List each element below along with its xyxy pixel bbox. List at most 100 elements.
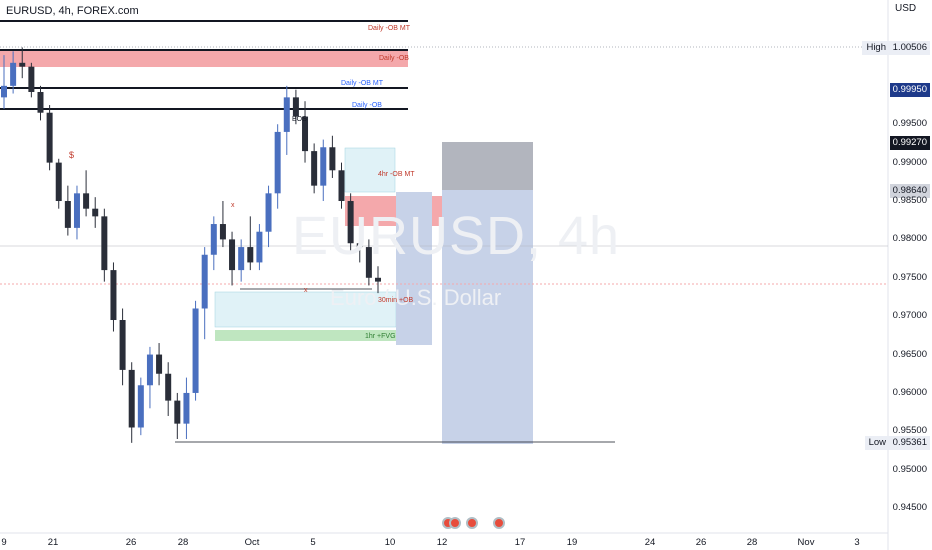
- daily-ob-label: Daily -OB: [379, 55, 409, 62]
- time-tick-label: 26: [125, 537, 137, 548]
- candle-body: [156, 354, 163, 374]
- candle-body: [247, 247, 254, 263]
- time-tick-label: 21: [47, 537, 59, 548]
- dollar-marker: $: [69, 150, 75, 160]
- candle-body: [210, 224, 217, 255]
- candle-body: [137, 385, 144, 428]
- price-tick-label: 0.96500: [892, 348, 927, 360]
- candle-body: [356, 243, 363, 248]
- time-tick-label: 10: [384, 537, 396, 548]
- candle-body: [146, 354, 153, 386]
- candle-body: [302, 116, 309, 152]
- candle-body: [229, 239, 236, 271]
- name-watermark: Euro / U.S. Dollar: [330, 285, 502, 310]
- time-tick-label: 28: [177, 537, 189, 548]
- candle-body: [283, 97, 290, 132]
- price-tick-label: 0.97500: [892, 271, 927, 283]
- stop-loss-zone: [442, 142, 533, 190]
- low-value: 0.95361: [889, 436, 930, 450]
- price-tick-label: 0.95000: [892, 463, 927, 475]
- entry-upper-label: 0.99270: [889, 136, 930, 150]
- candle-body: [238, 247, 245, 271]
- candle-body: [73, 193, 80, 228]
- time-tick-label: 28: [746, 537, 758, 548]
- candle-body: [338, 170, 345, 202]
- candle-body: [365, 247, 372, 278]
- x-marker-2: x: [231, 202, 235, 209]
- min30-ob-label: 30min +OB: [378, 297, 414, 304]
- currency-label[interactable]: USD: [895, 3, 917, 14]
- candle-body: [46, 112, 53, 163]
- take-profit-zone: [442, 190, 533, 444]
- time-tick-label: 19: [566, 537, 578, 548]
- candle-body: [165, 373, 172, 401]
- price-tick-label: 0.98500: [892, 195, 927, 206]
- candle-body: [37, 91, 44, 113]
- price-tick-label: 0.96000: [892, 386, 927, 398]
- time-tick-label: 3: [854, 537, 860, 548]
- time-tick-label: Oct: [244, 537, 260, 548]
- candle-body: [347, 201, 354, 244]
- candle-body: [192, 308, 199, 393]
- candle-body: [265, 193, 272, 232]
- symbol-watermark: EURUSD, 4h: [292, 206, 621, 266]
- price-tick-label: 0.98000: [892, 233, 927, 245]
- candle-body: [292, 97, 299, 117]
- candle-body: [55, 162, 62, 202]
- candle-body: [274, 131, 281, 194]
- candle-body: [320, 147, 327, 186]
- high-value: 1.00506: [889, 41, 930, 55]
- candle-body: [119, 320, 126, 370]
- candle-body: [19, 62, 26, 67]
- candle-body: [329, 147, 336, 171]
- us-flag-event-icon-3[interactable]: [493, 517, 505, 529]
- current-price-label: 0.99950: [889, 83, 930, 97]
- candle-body: [128, 369, 135, 428]
- low-label: Low: [864, 436, 890, 450]
- candle-body: [92, 208, 99, 217]
- daily-ob-mt-label: Daily -OB MT: [341, 80, 383, 87]
- candle-body: [64, 201, 71, 228]
- candle-body: [10, 62, 17, 86]
- hr4-ob-mt-label: 4hr -OB MT: [378, 171, 415, 178]
- x-marker: x: [304, 287, 308, 294]
- price-tick-label: 0.99000: [892, 156, 927, 168]
- hr1-fvg-label: 1hr +FVG: [365, 333, 396, 340]
- symbol-title[interactable]: EURUSD, 4h, FOREX.com: [6, 5, 139, 17]
- min30-ob-zone: [214, 291, 397, 328]
- time-tick-label: 17: [514, 537, 526, 548]
- fvg-zone: [215, 330, 405, 341]
- time-tick-label: 12: [436, 537, 448, 548]
- bos-label: BOS: [292, 116, 307, 123]
- time-tick-label: 9: [1, 537, 7, 548]
- hr4-ob-zone: [344, 147, 396, 193]
- time-tick-label: 26: [695, 537, 707, 548]
- price-tick-label: 0.95500: [892, 425, 927, 437]
- high-label: High: [862, 41, 890, 55]
- candle-body: [201, 254, 208, 309]
- price-tick-label: 0.97000: [892, 310, 927, 322]
- time-tick-label: Nov: [797, 537, 815, 548]
- candle-body: [83, 193, 90, 209]
- candle-body: [28, 66, 35, 92]
- daily-ob-mt-top-label: Daily -OB MT: [368, 25, 410, 32]
- candle-body: [101, 216, 108, 271]
- candle-body: [375, 277, 381, 282]
- candle-body: [174, 400, 181, 424]
- us-flag-event-icon-2[interactable]: [466, 517, 478, 529]
- candle-body: [1, 85, 7, 98]
- candle-body: [219, 224, 226, 240]
- eu-flag-event-icon[interactable]: [449, 517, 461, 529]
- time-tick-label: 24: [644, 537, 656, 548]
- candle-body: [256, 231, 263, 263]
- time-tick-label: 5: [310, 537, 316, 548]
- candle-body: [110, 270, 117, 321]
- entry-mid-label: 0.98640: [889, 184, 930, 198]
- daily-ob-zone: [0, 50, 408, 67]
- short-target-zone: [396, 192, 432, 345]
- price-tick-label: 0.94500: [892, 502, 927, 514]
- candle-body: [183, 392, 190, 424]
- daily-ob-blue-label: Daily -OB: [352, 102, 382, 109]
- price-tick-label: 0.99500: [892, 118, 927, 130]
